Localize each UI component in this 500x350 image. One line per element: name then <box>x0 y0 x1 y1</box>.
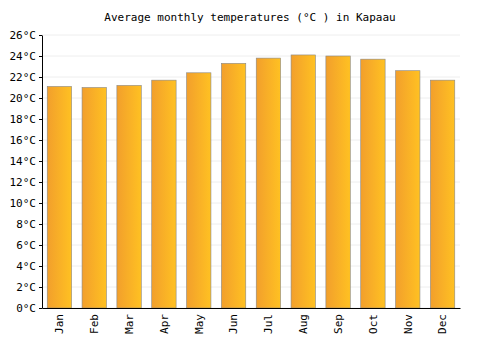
x-tick: Jan <box>53 308 66 334</box>
x-tick: Nov <box>402 308 415 334</box>
y-tick-label: 26°C <box>10 29 37 42</box>
y-axis: 0°C 2°C 4°C 6°C 8°C 10°C 12°C 14°C 16°C 18°C 20°C 2… <box>10 29 43 315</box>
y-tick-label: 6°C <box>16 239 36 252</box>
x-tick-label: Feb <box>88 314 101 334</box>
y-tick-mark <box>39 224 42 225</box>
y-tick-label: 0°C <box>16 302 36 315</box>
x-tick-label: Jan <box>53 314 66 334</box>
y-tick-mark <box>39 203 42 204</box>
y-tick-mark <box>39 245 42 246</box>
y-tick-mark <box>39 35 42 36</box>
y-tick-label: 2°C <box>16 281 36 294</box>
x-tick: May <box>193 308 206 334</box>
y-tick-label: 8°C <box>16 218 36 231</box>
y-tick-label: 14°C <box>10 155 37 168</box>
x-tick: Oct <box>367 308 380 334</box>
bar <box>430 80 454 308</box>
y-tick-mark <box>39 161 42 162</box>
x-tick-label: Mar <box>123 314 136 334</box>
x-tick-label: Nov <box>402 314 415 334</box>
bar <box>256 58 280 308</box>
y-tick-mark <box>39 266 42 267</box>
y-tick-mark <box>39 119 42 120</box>
y-tick-label: 20°C <box>10 92 37 105</box>
y-tick-label: 16°C <box>10 134 37 147</box>
x-axis-line <box>43 308 461 309</box>
chart: Average monthly temperatures (°C ) in Ka… <box>0 0 500 350</box>
x-tick: Sep <box>332 308 345 334</box>
y-tick-label: 18°C <box>10 113 37 126</box>
y-tick-mark <box>39 98 42 99</box>
x-tick-label: Aug <box>297 314 310 334</box>
y-tick-mark <box>39 182 42 183</box>
y-tick: 14°C <box>10 155 43 168</box>
y-tick-mark <box>39 287 42 288</box>
grid-line <box>42 56 460 57</box>
x-tick: Apr <box>158 308 171 334</box>
x-tick-label: Jun <box>227 314 240 334</box>
x-tick-label: Apr <box>158 314 171 334</box>
y-tick-mark <box>39 140 42 141</box>
y-tick: 24°C <box>10 50 43 63</box>
y-tick-label: 12°C <box>10 176 37 189</box>
x-tick: Aug <box>297 308 310 334</box>
y-tick-label: 4°C <box>16 260 36 273</box>
bar <box>396 71 420 308</box>
bar <box>361 59 385 308</box>
grid-line <box>42 35 460 36</box>
y-tick-mark <box>39 308 42 309</box>
x-tick-label: Dec <box>436 314 449 334</box>
bar <box>291 55 315 308</box>
y-tick-mark <box>39 56 42 57</box>
bars <box>47 55 455 308</box>
bar <box>82 88 106 309</box>
title: Average monthly temperatures (°C ) in Ka… <box>104 11 395 24</box>
y-tick: 26°C <box>10 29 43 42</box>
x-tick: Dec <box>436 308 449 334</box>
y-tick: 10°C <box>10 197 43 210</box>
y-tick: 4°C <box>16 260 42 273</box>
x-tick-label: Sep <box>332 314 345 334</box>
y-tick-label: 24°C <box>10 50 37 63</box>
y-tick: 8°C <box>16 218 42 231</box>
bar <box>152 80 176 308</box>
y-axis-line <box>42 36 43 309</box>
x-tick: Mar <box>123 308 136 334</box>
y-tick-label: 22°C <box>10 71 37 84</box>
y-tick: 16°C <box>10 134 43 147</box>
x-axis: Jan Feb Mar Apr May Jun Jul Aug Sep Oct Nov Dec <box>43 308 461 334</box>
x-tick-label: May <box>193 314 206 334</box>
y-tick: 18°C <box>10 113 43 126</box>
x-tick: Jun <box>227 308 240 334</box>
bar <box>117 85 141 308</box>
y-tick: 22°C <box>10 71 43 84</box>
x-tick-label: Oct <box>367 314 380 334</box>
bar <box>187 73 211 308</box>
plot: 0°C 2°C 4°C 6°C 8°C 10°C 12°C 14°C 16°C 18°C 20°C 2… <box>10 29 461 334</box>
y-tick: 6°C <box>16 239 42 252</box>
bar <box>326 56 350 308</box>
x-tick: Feb <box>88 308 101 334</box>
y-tick-mark <box>39 77 42 78</box>
y-tick: 20°C <box>10 92 43 105</box>
grid <box>42 35 460 308</box>
bar <box>47 86 71 308</box>
bar <box>221 63 245 308</box>
x-tick-label: Jul <box>262 314 275 334</box>
y-tick: 0°C <box>16 302 42 315</box>
y-tick: 2°C <box>16 281 42 294</box>
y-tick: 12°C <box>10 176 43 189</box>
y-tick-label: 10°C <box>10 197 37 210</box>
x-tick: Jul <box>262 308 275 334</box>
